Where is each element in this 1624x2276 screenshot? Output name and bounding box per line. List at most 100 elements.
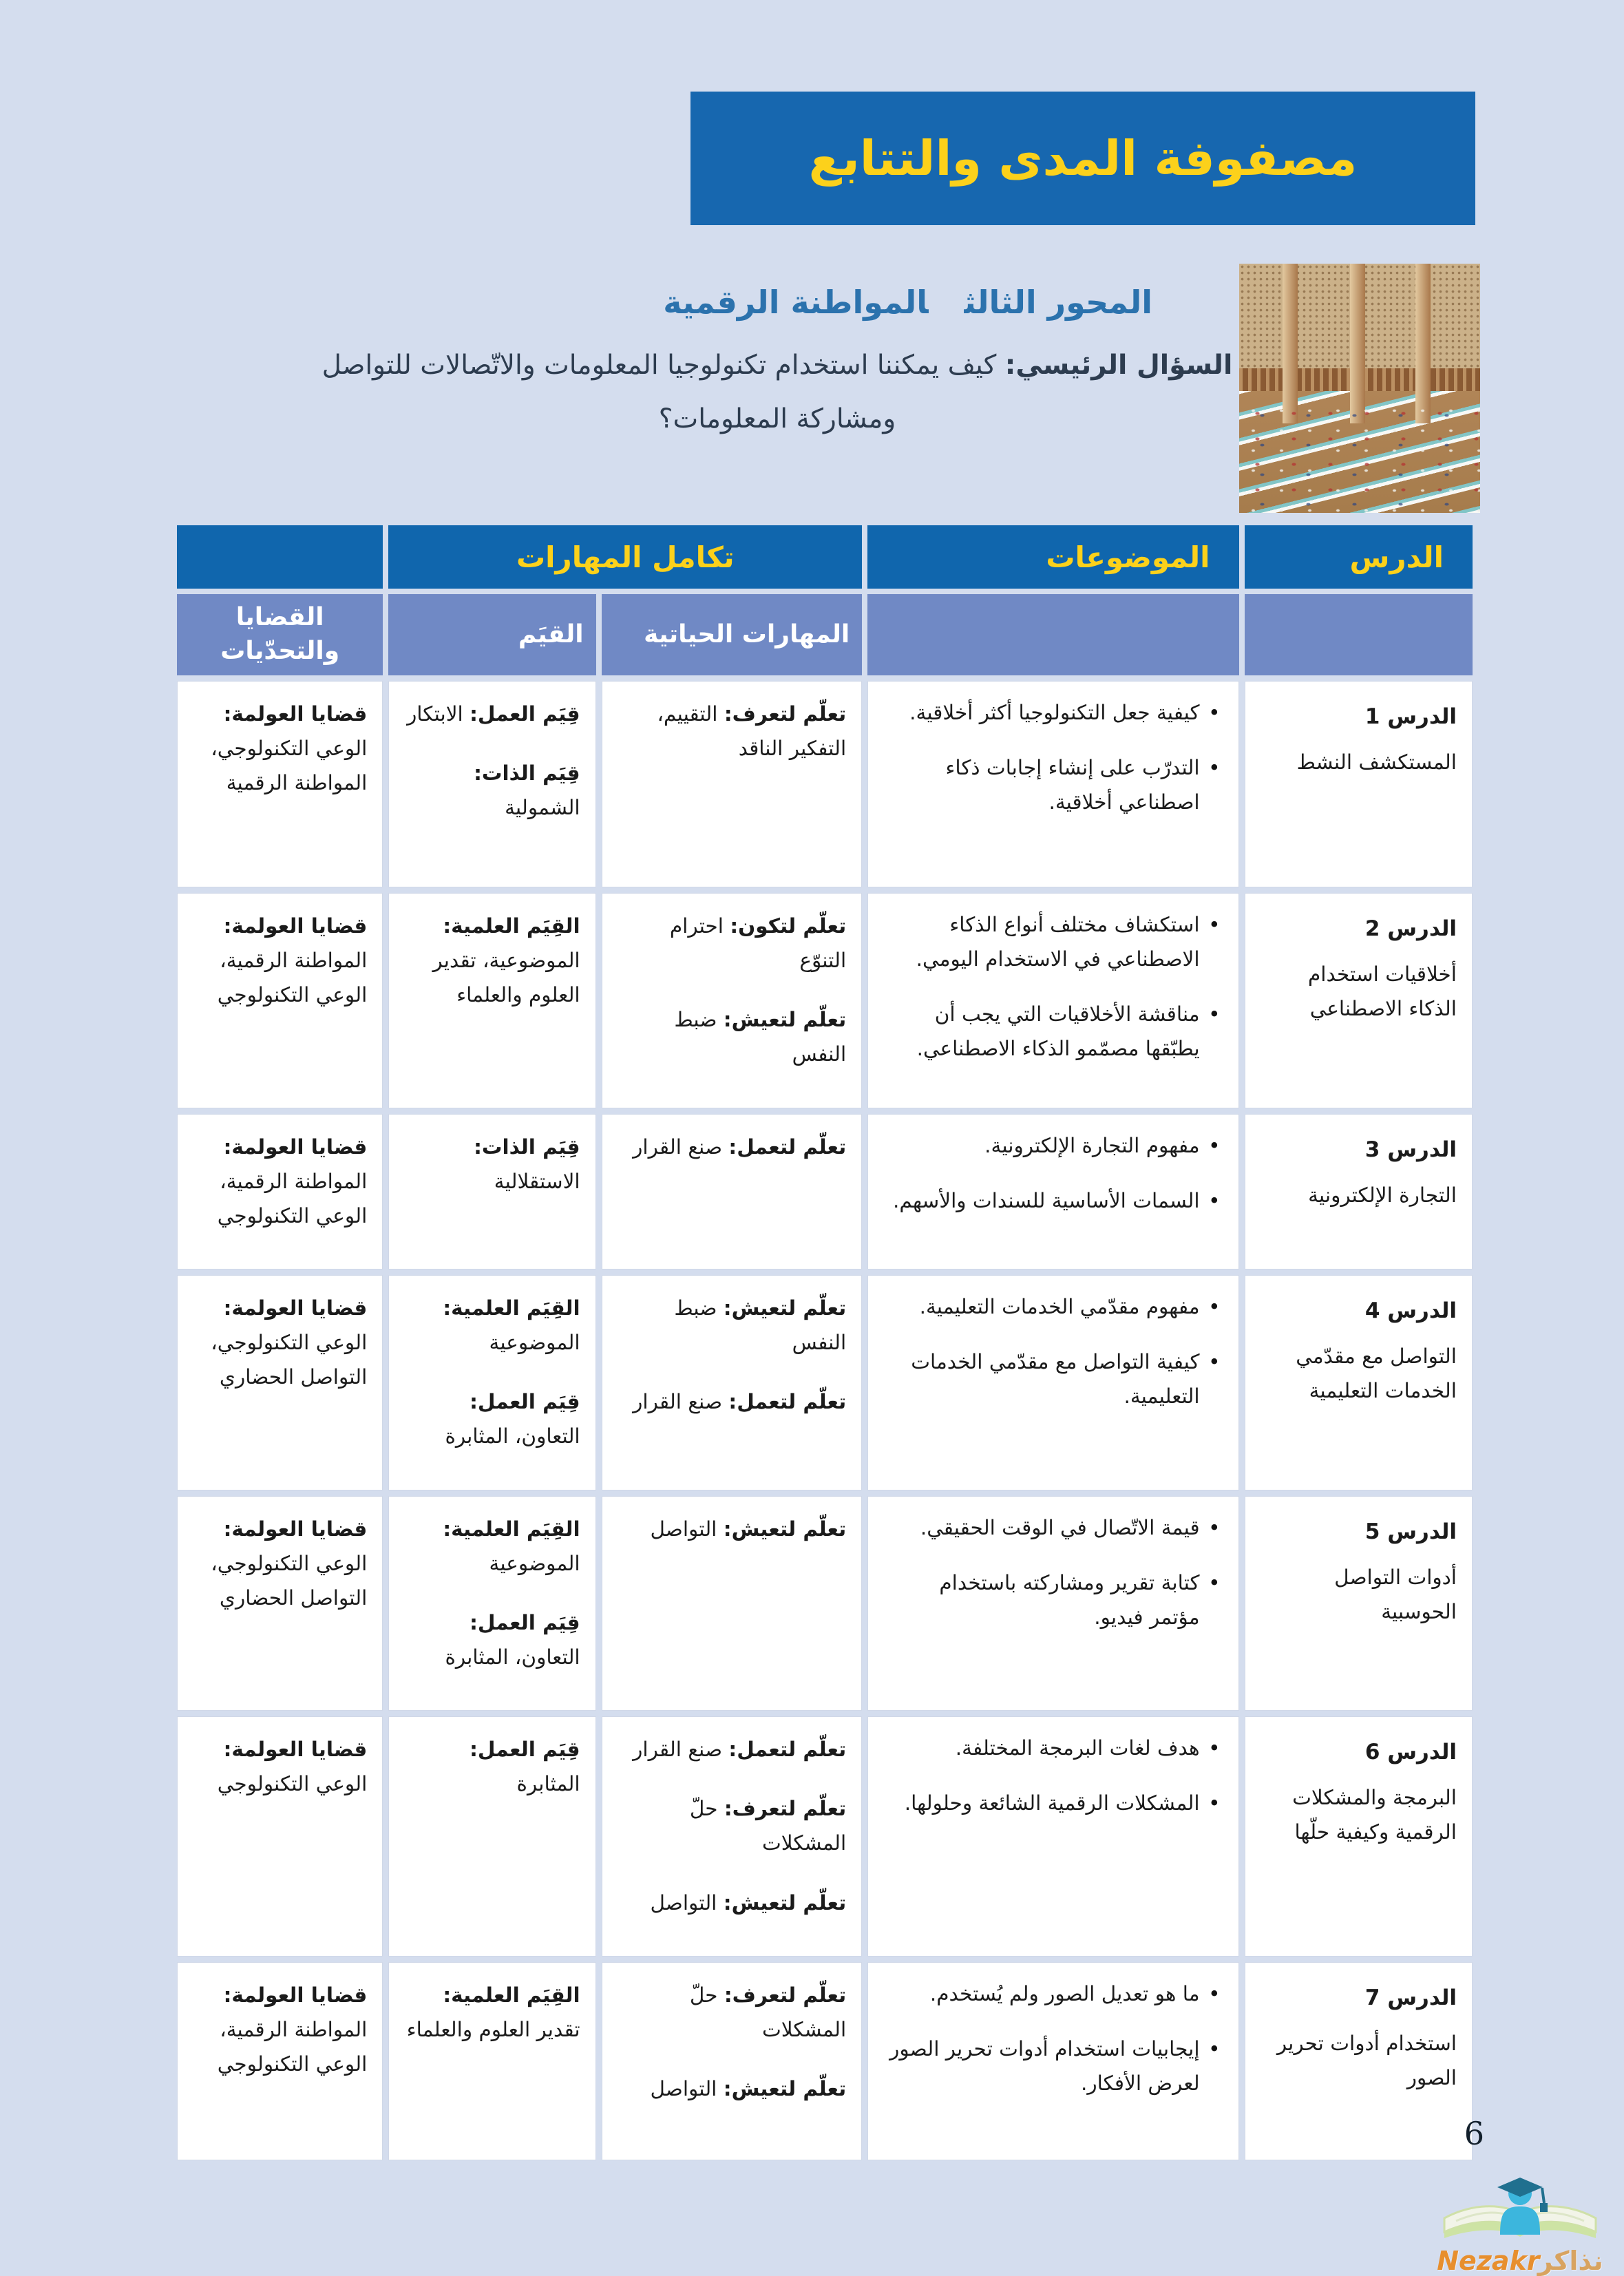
subheader-values: القيَم	[388, 594, 596, 675]
logo-wordmark: نذاكر Nezakr	[1428, 2246, 1612, 2276]
topic-item: هدف لغات البرمجة المختلفة.	[883, 1731, 1223, 1765]
table-row: الدرس 5 أدوات التواصل الحوسبية قيمة الاتّص…	[177, 1495, 1473, 1711]
lesson-number: الدرس 2	[1364, 916, 1457, 941]
values-cell: قِيَم العمل: المثابرة	[388, 1716, 596, 1957]
topics-cell: هدف لغات البرمجة المختلفة. المشكلات الرقم…	[867, 1716, 1239, 1957]
nezakr-logo: نذاكر Nezakr	[1428, 2169, 1612, 2276]
subheader-spacer-topics	[867, 594, 1239, 675]
lesson-title: التواصل مع مقدّمي الخدمات التعليمية	[1296, 1345, 1457, 1403]
life-skill-item: تعلّم لتعمل: صنع القرار	[633, 1135, 847, 1159]
value-item: قِيَم الذات: الشمولية	[474, 761, 580, 820]
issue-item: قضايا العولمة: المواطنة الرقمية، الوعي ا…	[217, 1135, 368, 1227]
lesson-cell: الدرس 1 المستكشف النشط	[1244, 681, 1473, 887]
value-item: القِيَم العلمية: الموضوعية	[443, 1517, 580, 1575]
photo-pillar	[1283, 264, 1298, 423]
life-skill-item: تعلّم لتعرف: حلّ المشكلات	[689, 1983, 847, 2041]
main-question-line2: ومشاركة المعلومات؟	[658, 403, 896, 434]
topic-item: مفهوم التجارة الإلكترونية.	[883, 1128, 1223, 1163]
table-row: الدرس 7 استخدام أدوات تحرير الصور ما هو تع…	[177, 1961, 1473, 2160]
life-skills-cell: تعلّم لتعمل: صنع القرار تعلّم لتعرف: حلّ …	[601, 1716, 863, 1957]
life-skills-cell: تعلّم لتعمل: صنع القرار	[601, 1113, 863, 1269]
table-row: الدرس 1 المستكشف النشط كيفية جعل التكنولوج…	[177, 681, 1473, 887]
lesson-title: استخدام أدوات تحرير الصور	[1276, 2031, 1457, 2090]
topic-item: مناقشة الأخلاقيات التي يجب أن يطبّقها مص…	[883, 997, 1223, 1066]
main-question-line1: كيف يمكننا استخدام تكنولوجيا المعلومات و…	[321, 350, 997, 381]
subheader-issues: القضايا والتحدّيات	[177, 594, 383, 675]
topic-item: قيمة الاتّصال في الوقت الحقيقي.	[883, 1510, 1223, 1545]
issues-cell: قضايا العولمة: المواطنة الرقمية، الوعي ا…	[177, 1961, 383, 2160]
logo-text-latin: Nezakr	[1437, 2246, 1540, 2276]
topic-item: إيجابيات استخدام أدوات تحرير الصور لعرض …	[883, 2032, 1223, 2100]
life-skill-item: تعلّم لتعيش: ضبط النفس	[674, 1008, 847, 1066]
header-lesson: الدرس	[1244, 525, 1473, 589]
values-cell: قِيَم الذات: الاستقلالية	[388, 1113, 596, 1269]
lesson-cell: الدرس 2 أخلاقيات استخدام الذكاء الاصطناعي	[1244, 893, 1473, 1108]
life-skill-item: تعلّم لتعيش: ضبط النفس	[674, 1296, 847, 1355]
header-skills-integration: تكامل المهارات	[388, 525, 863, 589]
values-cell: القِيَم العلمية: الموضوعية قِيَم العمل: ا…	[388, 1274, 596, 1490]
topic-item: مفهوم مقدّمي الخدمات التعليمية.	[883, 1289, 1223, 1324]
life-skill-item: تعلّم لتكون: احترام التنوّع	[669, 914, 847, 973]
lesson-number: الدرس 5	[1364, 1519, 1457, 1544]
scope-sequence-table: الدرس الموضوعات تكامل المهارات المهارات …	[171, 520, 1478, 2166]
value-item: القِيَم العلمية: الموضوعية، تقدير العلوم…	[432, 914, 580, 1007]
topic-item: كتابة تقرير ومشاركته باستخدام مؤتمر فيدي…	[883, 1566, 1223, 1634]
subheader-spacer-lesson	[1244, 594, 1473, 675]
issues-cell: قضايا العولمة: المواطنة الرقمية، الوعي ا…	[177, 1113, 383, 1269]
lesson-cell: الدرس 5 أدوات التواصل الحوسبية	[1244, 1495, 1473, 1711]
life-skills-cell: تعلّم لتعرف: التقييم، التفكير الناقد	[601, 681, 863, 887]
page-title-banner: مصفوفة المدى والتتابع	[690, 92, 1475, 225]
lesson-number: الدرس 3	[1364, 1137, 1457, 1162]
issues-cell: قضايا العولمة: الوعي التكنولوجي، التواصل…	[177, 1274, 383, 1490]
lesson-title: المستكشف النشط	[1296, 750, 1457, 775]
lesson-cell: الدرس 4 التواصل مع مقدّمي الخدمات التعليم…	[1244, 1274, 1473, 1490]
value-item: قِيَم العمل: التعاون، المثابرة	[445, 1610, 580, 1669]
header-spacer	[177, 525, 383, 589]
value-item: قِيَم العمل: الابتكار	[407, 702, 580, 726]
main-question-label: السؤال الرئيسي:	[1004, 350, 1233, 381]
value-item: قِيَم العمل: المثابرة	[470, 1738, 580, 1796]
life-skills-cell: تعلّم لتعرف: حلّ المشكلات تعلّم لتعيش: ال…	[601, 1961, 863, 2160]
life-skill-item: تعلّم لتعمل: صنع القرار	[633, 1390, 847, 1414]
topics-cell: كيفية جعل التكنولوجيا أكثر أخلاقية. التدر…	[867, 681, 1239, 887]
library-photo	[1239, 264, 1480, 513]
logo-text-arabic: نذاكر	[1537, 2246, 1603, 2276]
topics-cell: استكشاف مختلف أنواع الذكاء الاصطناعي في …	[867, 893, 1239, 1108]
life-skill-item: تعلّم لتعمل: صنع القرار	[633, 1738, 847, 1762]
photo-people-specks	[1239, 401, 1480, 513]
topics-cell: مفهوم التجارة الإلكترونية. السمات الأساسي…	[867, 1113, 1239, 1269]
issue-item: قضايا العولمة: المواطنة الرقمية، الوعي ا…	[217, 1983, 368, 2076]
life-skills-cell: تعلّم لتعيش: التواصل	[601, 1495, 863, 1711]
lesson-number: الدرس 7	[1364, 1985, 1457, 2010]
value-item: قِيَم العمل: التعاون، المثابرة	[445, 1390, 580, 1448]
life-skill-item: تعلّم لتعيش: التواصل	[650, 1890, 847, 1915]
header-topics: الموضوعات	[867, 525, 1239, 589]
axis-title: المواطنة الرقمية	[663, 284, 929, 321]
topic-item: التدرّب على إنشاء إجابات ذكاء اصطناعي أخ…	[883, 750, 1223, 819]
life-skills-cell: تعلّم لتعيش: ضبط النفس تعلّم لتعمل: صنع ا…	[601, 1274, 863, 1490]
topic-item: استكشاف مختلف أنواع الذكاء الاصطناعي في …	[883, 907, 1223, 976]
life-skills-cell: تعلّم لتكون: احترام التنوّع تعلّم لتعيش: …	[601, 893, 863, 1108]
axis-heading: المحور الثالث المواطنة الرقمية	[663, 284, 1152, 321]
issue-item: قضايا العولمة: الوعي التكنولوجي	[217, 1738, 368, 1796]
issues-cell: قضايا العولمة: الوعي التكنولوجي، التواصل…	[177, 1495, 383, 1711]
topic-item: السمات الأساسية للسندات والأسهم.	[883, 1183, 1223, 1218]
open-book-graduate-icon	[1443, 2178, 1597, 2238]
lesson-title: أخلاقيات استخدام الذكاء الاصطناعي	[1308, 962, 1457, 1021]
table-row: الدرس 3 التجارة الإلكترونية مفهوم التجارة …	[177, 1113, 1473, 1269]
page-title: مصفوفة المدى والتتابع	[808, 130, 1358, 187]
issues-cell: قضايا العولمة: الوعي التكنولوجي، المواطن…	[177, 681, 383, 887]
issues-cell: قضايا العولمة: الوعي التكنولوجي	[177, 1716, 383, 1957]
life-skill-item: تعلّم لتعيش: التواصل	[650, 2076, 847, 2100]
axis-label: المحور الثالث	[964, 284, 1152, 321]
lesson-cell: الدرس 7 استخدام أدوات تحرير الصور	[1244, 1961, 1473, 2160]
topic-item: كيفية التواصل مع مقدّمي الخدمات التعليمي…	[883, 1345, 1223, 1413]
lesson-title: البرمجة والمشكلات الرقمية وكيفية حلّها	[1292, 1786, 1457, 1844]
table-header-row-2: المهارات الحياتية القيَم القضايا والتحدّ…	[177, 594, 1473, 675]
topics-cell: مفهوم مقدّمي الخدمات التعليمية. كيفية الت…	[867, 1274, 1239, 1490]
values-cell: القِيَم العلمية: تقدير العلوم والعلماء	[388, 1961, 596, 2160]
topics-cell: ما هو تعديل الصور ولم يُستخدم. إيجابيات ا…	[867, 1961, 1239, 2160]
value-item: القِيَم العلمية: تقدير العلوم والعلماء	[406, 1983, 580, 2041]
topic-item: كيفية جعل التكنولوجيا أكثر أخلاقية.	[883, 695, 1223, 730]
life-skill-item: تعلّم لتعرف: التقييم، التفكير الناقد	[657, 702, 847, 761]
